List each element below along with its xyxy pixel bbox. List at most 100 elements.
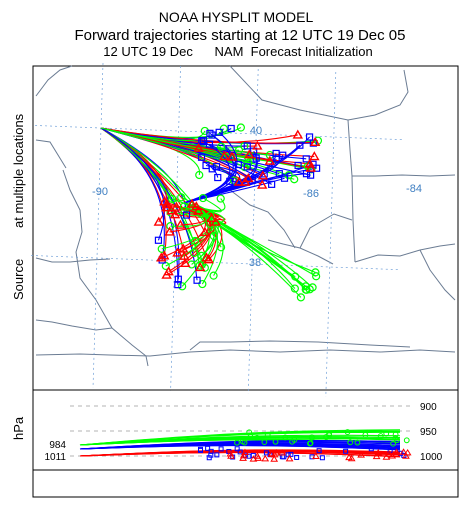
circle-marker [264,432,271,438]
green-pressure-trace [79,437,401,446]
circle-marker [261,439,268,446]
blue-trajectory [184,173,307,204]
square-marker [272,155,280,163]
triangle-marker [243,173,254,183]
square-marker [302,155,310,163]
border-line [35,65,73,97]
circle-marker [180,206,189,216]
triangle-marker [257,170,269,180]
square-marker [294,161,302,170]
triangle-marker [164,226,175,236]
triangle-marker [179,250,190,260]
border-line [299,213,353,249]
border-line [354,243,456,263]
triangle-marker [261,454,270,462]
triangle-marker [392,448,401,455]
blue-trajectory [183,144,301,204]
triangle-marker [292,129,304,139]
square-marker [296,141,304,149]
circle-marker [344,429,351,435]
triangle-marker [203,254,214,264]
chart-title: NOAA HYSPLIT MODEL [159,9,314,25]
triangle-marker [171,201,182,211]
circle-marker [290,175,299,184]
circle-marker [254,434,260,441]
green-trajectory [183,202,317,277]
pressure-level-label: 900 [420,402,437,413]
triangle-marker [244,149,255,159]
triangle-marker [264,155,276,165]
map-ylabel-2: at multiple locations [11,113,26,228]
circle-marker [216,243,226,252]
square-marker [268,180,276,188]
circle-marker [296,293,306,302]
square-marker [218,446,224,452]
circle-marker [290,284,299,293]
triangle-marker [347,454,356,462]
circle-marker [403,437,410,444]
triangle-marker [239,451,248,459]
triangle-marker [199,226,211,237]
latitude-label: 40 [250,125,262,137]
triangle-marker [402,452,410,459]
triangle-marker [357,451,366,458]
square-marker [294,454,300,460]
lat-lon-grid [31,62,404,398]
triangle-marker [239,454,247,461]
square-marker [193,276,201,284]
square-marker [212,163,221,171]
pressure-level-label: 950 [420,427,437,438]
chart-subtitle: Forward trajectories starting at 12 UTC … [75,27,406,44]
circle-marker [178,282,187,291]
square-marker [368,446,374,452]
circle-marker [198,279,207,289]
triangle-marker [257,179,268,189]
red-pressure-trace [79,450,401,457]
triangle-marker [193,142,204,152]
circle-marker [390,440,397,447]
square-marker [246,453,252,459]
circle-marker [323,433,330,440]
circle-marker [179,202,188,211]
circle-marker [205,219,215,229]
circle-marker [209,271,218,280]
circle-marker [195,170,204,180]
square-marker [237,449,243,455]
circle-marker [216,142,226,151]
triangle-marker [226,151,238,161]
triangle-marker [403,448,412,456]
circle-marker [347,439,354,446]
circle-marker [167,194,177,204]
triangle-marker [372,452,381,460]
circle-marker [216,194,225,203]
border-line [35,319,113,331]
triangle-marker [163,266,174,276]
circle-marker [291,272,300,281]
square-marker [214,173,222,182]
circle-marker [377,433,384,439]
square-marker [154,236,163,244]
border-line [419,249,456,301]
square-marker [208,165,216,173]
circle-marker [209,231,218,241]
blue-pressure-trace [79,444,401,451]
circle-marker [177,193,186,202]
square-marker [307,171,315,179]
circle-marker [354,439,361,446]
square-marker [174,281,182,289]
circle-marker [246,429,253,436]
square-marker [208,131,216,139]
green-pressure-trace [79,430,401,446]
border-line [35,257,111,263]
circle-marker [206,211,215,220]
triangle-marker [153,216,164,226]
circle-marker [161,261,170,271]
triangle-marker [180,257,191,267]
circle-marker [190,236,200,246]
green-trajectory [100,127,222,248]
pressure-level-label: 1000 [420,452,443,463]
pressure-traces [79,429,412,462]
border-line [35,139,67,169]
grid-labels: 40 38 -90 -86 -84 [92,125,422,269]
longitude-label: -84 [406,183,422,195]
